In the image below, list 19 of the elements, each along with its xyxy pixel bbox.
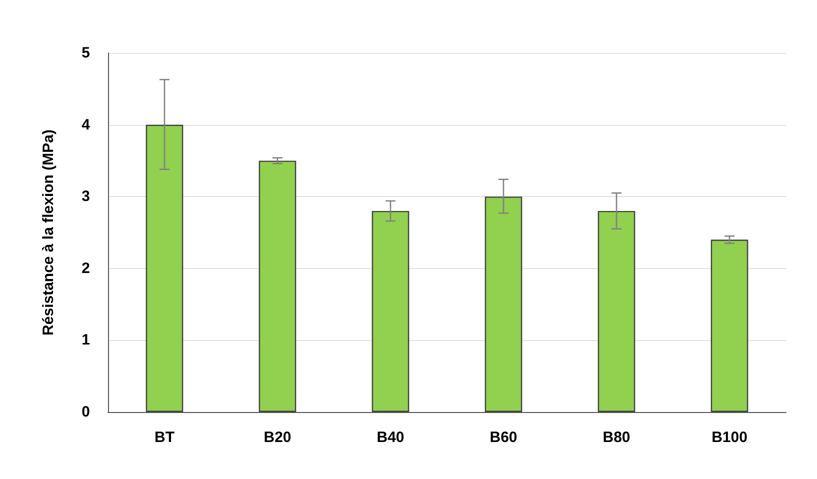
bar bbox=[372, 210, 410, 412]
x-tick-label: B100 bbox=[712, 429, 748, 446]
x-tick-label: B40 bbox=[376, 429, 404, 446]
bar bbox=[484, 196, 522, 412]
y-tick-label: 1 bbox=[82, 332, 90, 349]
bar bbox=[146, 124, 184, 412]
x-tick-label: BT bbox=[154, 429, 174, 446]
bar bbox=[258, 160, 296, 412]
y-tick-label: 2 bbox=[82, 260, 90, 277]
bar bbox=[598, 210, 636, 412]
y-tick-label: 0 bbox=[82, 404, 90, 420]
bar bbox=[710, 240, 748, 412]
x-tick-label: B20 bbox=[264, 429, 292, 446]
y-tick-label: 3 bbox=[82, 188, 90, 206]
y-tick-label: 5 bbox=[82, 44, 90, 62]
x-tick-label: B60 bbox=[490, 429, 518, 446]
y-tick-label: 4 bbox=[82, 116, 91, 134]
x-tick-label: B80 bbox=[602, 429, 630, 446]
y-axis-title: Résistance à la flexion (MPa) bbox=[40, 130, 57, 336]
